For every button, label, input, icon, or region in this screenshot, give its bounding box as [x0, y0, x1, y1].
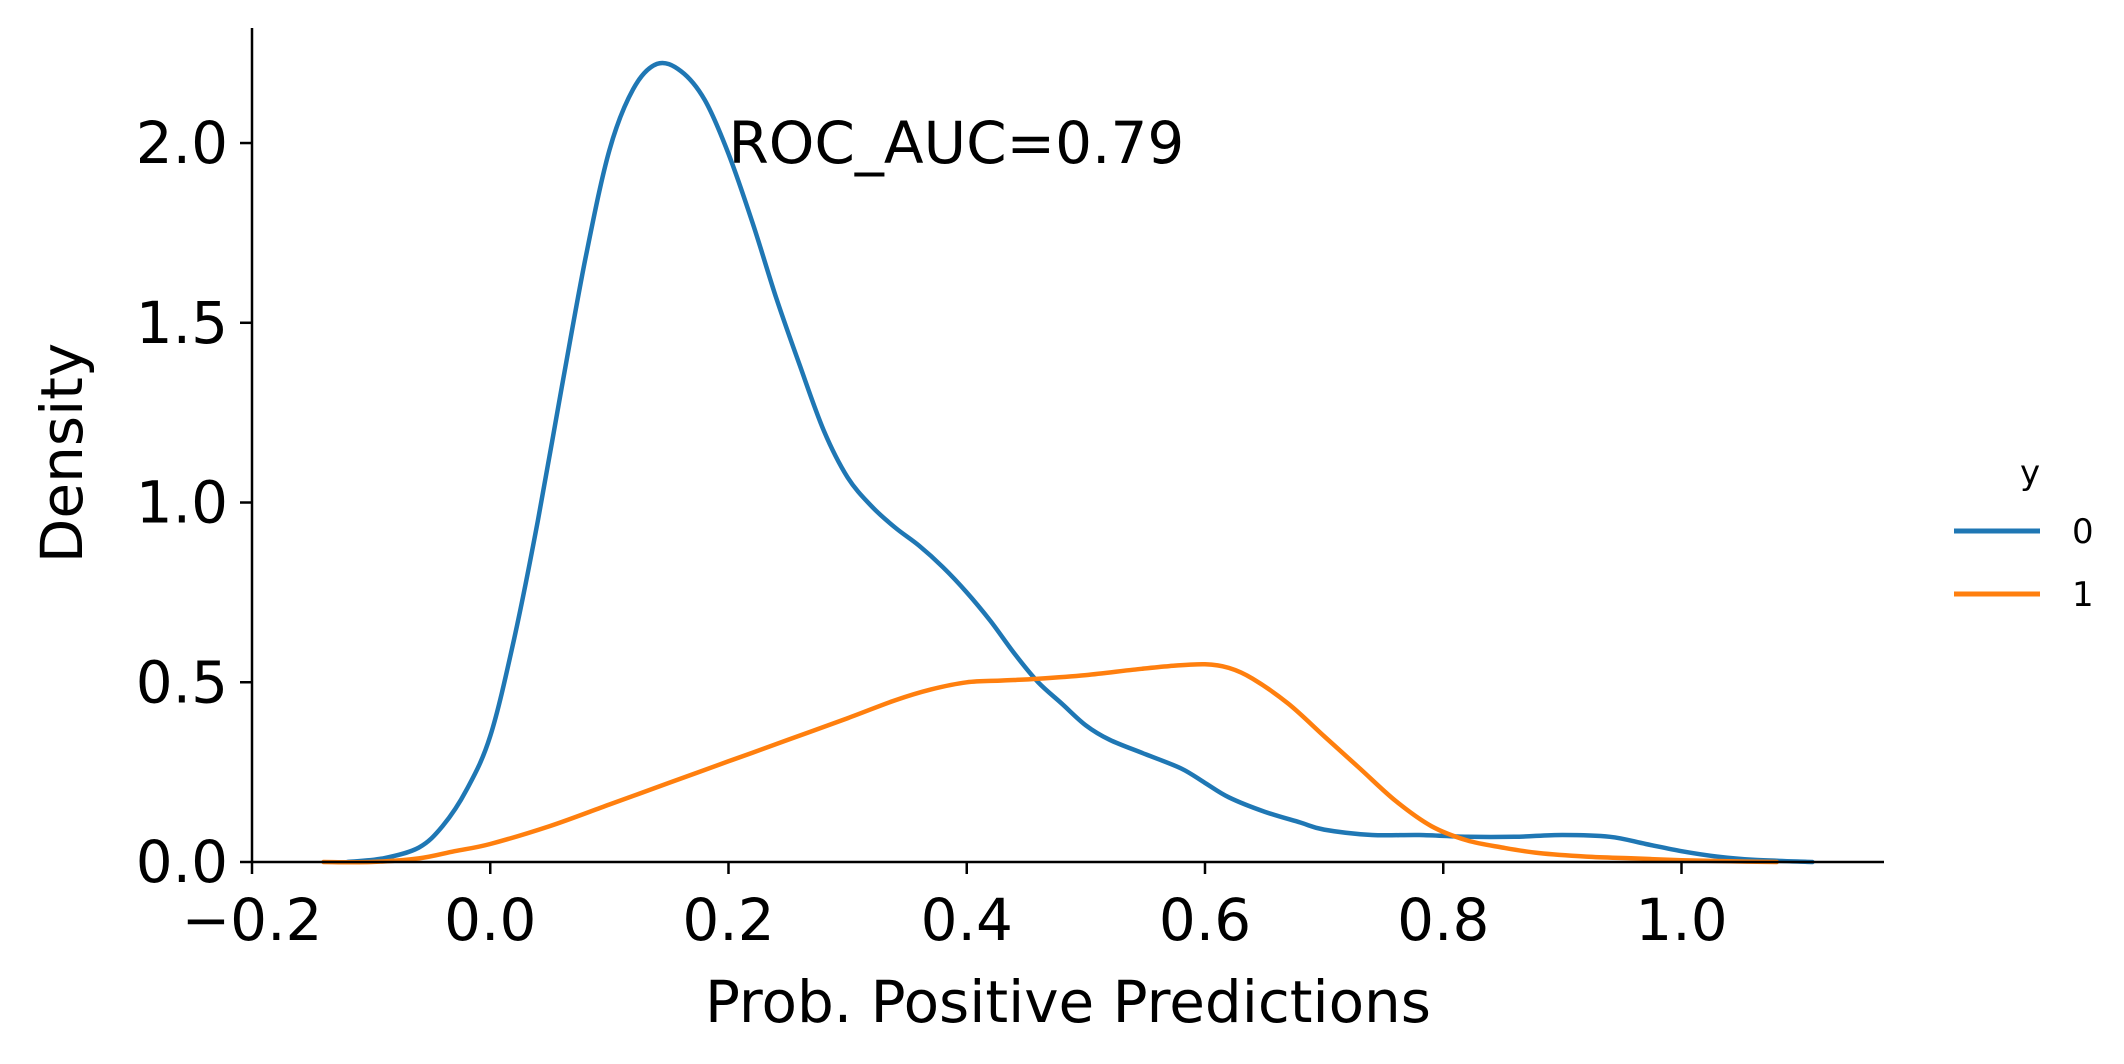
y-ticks: 0.0 0.5 1.0 1.5 2.0: [136, 109, 252, 896]
y-tick-label: 0.0: [136, 828, 228, 896]
x-tick-label: 1.0: [1635, 886, 1727, 954]
x-tick-label: 0.4: [921, 886, 1013, 954]
x-tick-label: 0.6: [1159, 886, 1251, 954]
x-axis-label: Prob. Positive Predictions: [705, 968, 1431, 1036]
legend-title: y: [2020, 453, 2040, 493]
y-tick-label: 1.5: [136, 289, 228, 357]
y-axis-label: Density: [28, 343, 96, 564]
x-tick-label: 0.8: [1397, 886, 1489, 954]
series-line-0: [345, 60, 1815, 865]
roc-auc-annotation: ROC_AUC=0.79: [728, 109, 1184, 177]
x-tick-label: 0.2: [682, 886, 774, 954]
x-ticks: −0.2 0.0 0.2 0.4 0.6 0.8 1.0: [182, 862, 1728, 954]
y-tick-label: 0.5: [136, 648, 228, 716]
legend-label-0: 0: [2072, 512, 2094, 552]
legend: y 0 1: [1954, 453, 2094, 615]
plot-area: [321, 60, 1815, 865]
legend-label-1: 1: [2072, 575, 2094, 615]
y-tick-label: 1.0: [136, 469, 228, 537]
legend-entry-0: 0: [1954, 512, 2094, 552]
series-line-1: [321, 662, 1780, 865]
y-tick-label: 2.0: [136, 109, 228, 177]
x-tick-label: 0.0: [444, 886, 536, 954]
axes: −0.2 0.0 0.2 0.4 0.6 0.8 1.0 0.00.51.01.52.0: [136, 28, 1884, 954]
legend-entry-1: 1: [1954, 575, 2094, 615]
x-tick-label: −0.2: [182, 886, 323, 954]
